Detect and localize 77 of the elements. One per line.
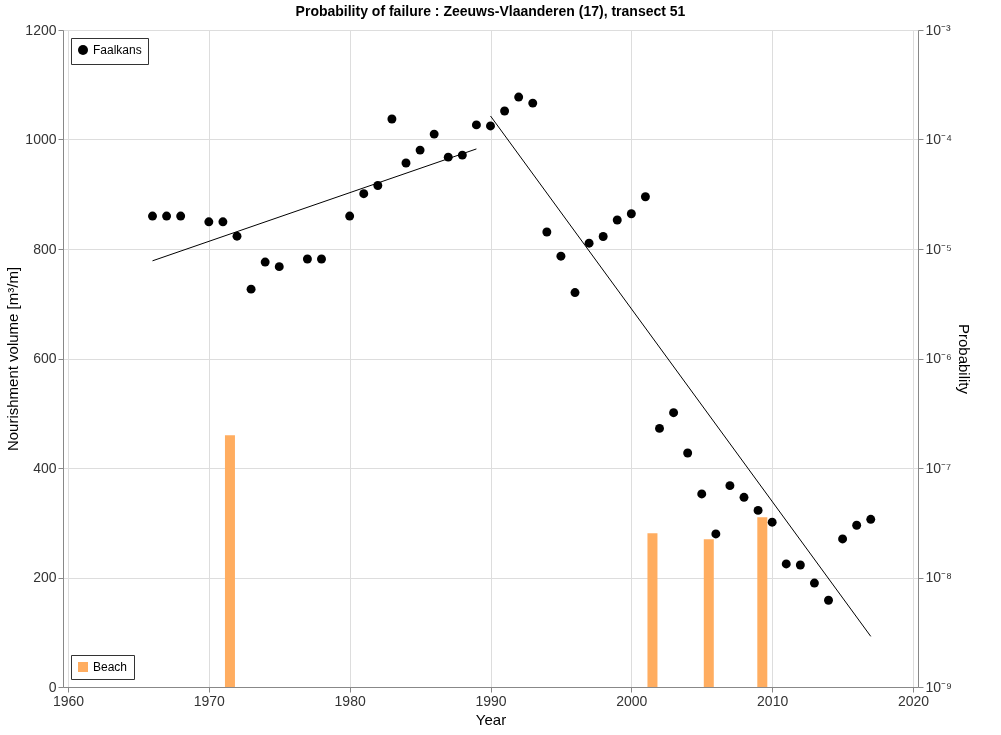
x-tick-label: 1980 (334, 692, 366, 709)
point (612, 215, 622, 225)
x-tick-label: 2010 (757, 692, 789, 709)
bar (703, 539, 714, 687)
x-tick-label: 1990 (475, 692, 507, 709)
point (598, 232, 608, 241)
point (739, 492, 749, 502)
point (415, 145, 425, 155)
legend-label: Beach (93, 660, 128, 674)
x-tick-label: 2000 (616, 692, 648, 709)
y2-tick-label: 10⁻⁹ (925, 678, 953, 695)
point (162, 211, 172, 221)
point (570, 288, 580, 298)
y-tick-label: 1200 (25, 21, 57, 38)
y2-tick-label: 10⁻⁷ (925, 459, 952, 476)
point (584, 238, 594, 248)
point (556, 251, 566, 261)
y-tick-label: 400 (33, 459, 57, 476)
point (204, 217, 214, 227)
point (500, 106, 510, 116)
point (711, 529, 721, 539)
bar (647, 533, 658, 687)
y-tick-label: 200 (33, 569, 57, 585)
y2-tick-label: 10⁻⁵ (925, 240, 952, 257)
point (528, 98, 538, 108)
point (486, 121, 495, 131)
y-tick-label: 1000 (25, 131, 57, 147)
point (345, 211, 355, 221)
y-tick-label: 600 (33, 350, 57, 366)
point (317, 254, 326, 264)
point (260, 257, 270, 267)
bar (224, 435, 235, 687)
y-tick-label: 800 (33, 240, 57, 257)
x-tick-label: 2020 (897, 692, 930, 709)
point (852, 520, 862, 530)
point (401, 158, 411, 168)
point (218, 217, 228, 227)
point (809, 578, 819, 588)
x-tick-label: 1970 (193, 692, 226, 709)
point (753, 505, 763, 515)
y-axis-title: Nourishment volume [m³/m] (4, 266, 22, 452)
point (514, 92, 524, 102)
y2-tick-label: 10⁻⁸ (925, 569, 953, 585)
y2-tick-label: 10⁻³ (925, 21, 952, 38)
y2-tick-label: 10⁻⁴ (925, 131, 953, 147)
point (148, 211, 157, 221)
point (387, 114, 397, 124)
point (767, 517, 777, 527)
legend-label: Faalkans (93, 43, 142, 57)
point (697, 489, 707, 499)
point (655, 423, 664, 433)
point (640, 192, 650, 202)
point (232, 231, 242, 241)
x-tick-label: 1960 (52, 692, 85, 709)
point (725, 481, 735, 491)
point (542, 227, 552, 237)
bar (757, 517, 768, 687)
point (274, 262, 284, 272)
point (471, 120, 481, 130)
point (246, 284, 256, 294)
point (683, 448, 693, 458)
chart-title: Probability of failure : Zeeuws-Vlaanderen (17), transect 51 (295, 3, 686, 19)
point (359, 189, 369, 199)
point (429, 129, 439, 139)
y2-tick-label: 10⁻⁶ (925, 350, 952, 366)
y-tick-label: 0 (48, 678, 57, 695)
point (781, 559, 791, 569)
point (176, 211, 186, 221)
point (795, 560, 805, 570)
point (824, 595, 833, 605)
point (838, 534, 848, 544)
point (669, 408, 679, 418)
point (302, 254, 312, 264)
point (866, 514, 876, 524)
point (626, 209, 636, 219)
y2-axis-title: Probability (956, 323, 974, 395)
x-axis-title: Year (475, 710, 507, 728)
